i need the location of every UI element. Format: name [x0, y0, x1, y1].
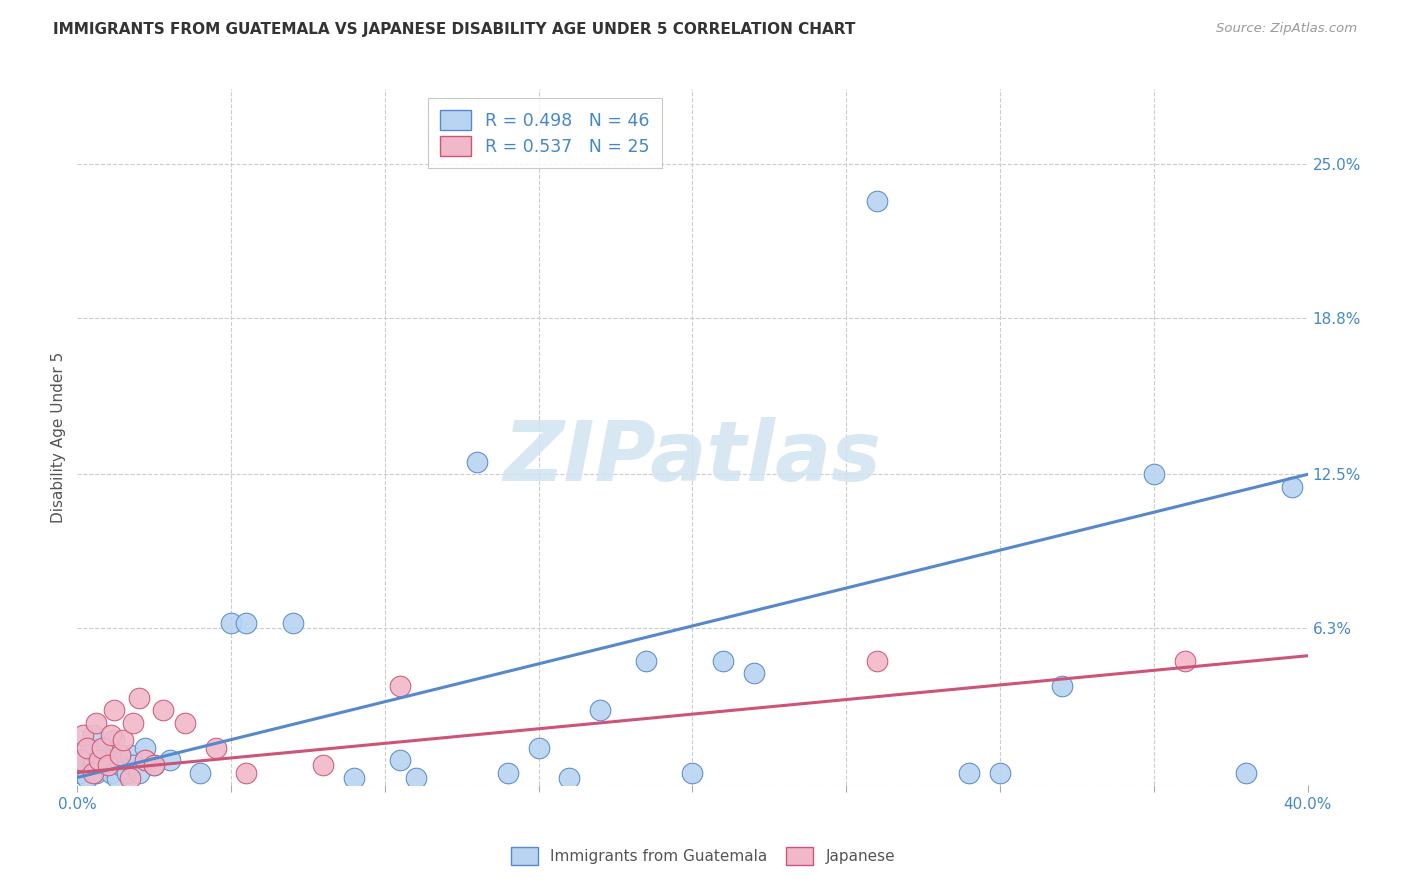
Point — [82, 758, 104, 772]
Point — [682, 765, 704, 780]
Point — [100, 765, 122, 780]
Point — [1281, 480, 1303, 494]
Point — [100, 728, 122, 742]
Point — [82, 728, 104, 742]
Point — [115, 765, 138, 780]
Point — [69, 765, 91, 780]
Point — [76, 771, 98, 785]
Text: IMMIGRANTS FROM GUATEMALA VS JAPANESE DISABILITY AGE UNDER 5 CORRELATION CHART: IMMIGRANTS FROM GUATEMALA VS JAPANESE DI… — [53, 22, 856, 37]
Point — [742, 666, 765, 681]
Point — [90, 758, 114, 772]
Point — [558, 771, 581, 785]
Point — [90, 740, 114, 755]
Point — [159, 753, 181, 767]
Point — [118, 771, 141, 785]
Point — [105, 771, 128, 785]
Point — [143, 758, 166, 772]
Point — [97, 753, 120, 767]
Point — [405, 771, 427, 785]
Point — [152, 703, 174, 717]
Point — [72, 728, 94, 742]
Point — [128, 690, 150, 705]
Point — [496, 765, 519, 780]
Point — [87, 753, 110, 767]
Point — [866, 654, 889, 668]
Legend: Immigrants from Guatemala, Japanese: Immigrants from Guatemala, Japanese — [505, 841, 901, 871]
Point — [1174, 654, 1197, 668]
Point — [110, 748, 132, 763]
Point — [174, 715, 197, 730]
Point — [389, 679, 412, 693]
Point — [866, 194, 889, 208]
Point — [312, 758, 335, 772]
Point — [84, 765, 107, 780]
Point — [988, 765, 1011, 780]
Point — [1143, 467, 1166, 482]
Point — [235, 765, 257, 780]
Point — [343, 771, 366, 785]
Point — [465, 455, 488, 469]
Point — [281, 616, 304, 631]
Text: ZIPatlas: ZIPatlas — [503, 417, 882, 499]
Point — [82, 765, 104, 780]
Legend: R = 0.498   N = 46, R = 0.537   N = 25: R = 0.498 N = 46, R = 0.537 N = 25 — [427, 98, 662, 169]
Point — [389, 753, 412, 767]
Point — [69, 753, 91, 767]
Point — [957, 765, 980, 780]
Point — [219, 616, 242, 631]
Point — [711, 654, 734, 668]
Point — [76, 740, 98, 755]
Point — [97, 758, 120, 772]
Point — [134, 740, 156, 755]
Point — [134, 753, 156, 767]
Point — [87, 748, 110, 763]
Y-axis label: Disability Age Under 5: Disability Age Under 5 — [51, 351, 66, 523]
Point — [1050, 679, 1073, 693]
Point — [1234, 765, 1257, 780]
Point — [110, 758, 132, 772]
Point — [94, 740, 117, 755]
Point — [103, 703, 125, 717]
Point — [79, 740, 101, 755]
Point — [84, 715, 107, 730]
Point — [527, 740, 550, 755]
Point — [103, 733, 125, 747]
Point — [128, 765, 150, 780]
Point — [121, 758, 143, 772]
Point — [235, 616, 257, 631]
Point — [204, 740, 226, 755]
Point — [121, 715, 143, 730]
Point — [112, 733, 135, 747]
Point — [118, 748, 141, 763]
Text: Source: ZipAtlas.com: Source: ZipAtlas.com — [1216, 22, 1357, 36]
Point — [143, 758, 166, 772]
Point — [112, 753, 135, 767]
Point — [72, 753, 94, 767]
Point — [636, 654, 658, 668]
Point — [589, 703, 612, 717]
Point — [190, 765, 212, 780]
